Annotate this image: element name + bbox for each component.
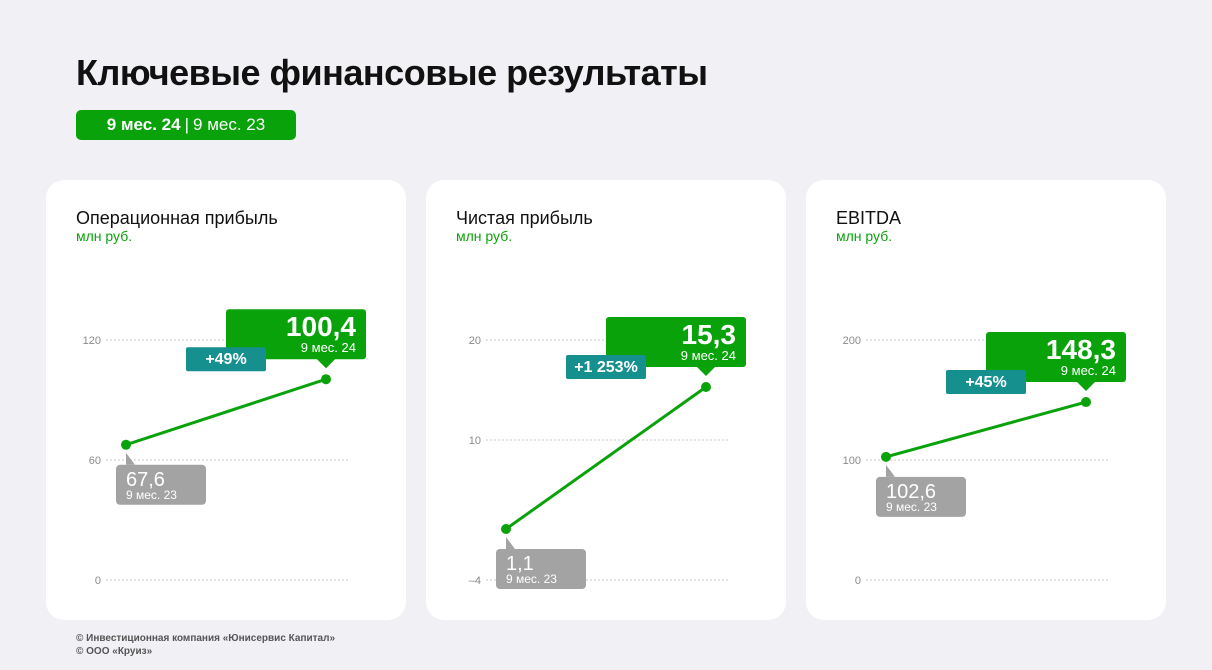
chart-svg: –4 10 20 1,19 мес. 23 15,39 мес. 24 +1 253% (469, 317, 746, 589)
current-period-label: 9 мес. 24 (681, 348, 736, 363)
copyright-line: © ООО «Круиз» (76, 646, 153, 657)
previous-value-callout (116, 464, 206, 505)
change-percent-label: +49% (205, 351, 246, 368)
chart-title: Операционная прибыль (76, 208, 278, 228)
previous-value-callout (876, 476, 966, 517)
series-line (125, 377, 327, 447)
chart-unit: млн руб. (836, 228, 893, 244)
previous-period-label: 9 мес. 23 (506, 572, 557, 586)
previous-period-label: 9 мес. 23 (126, 488, 177, 502)
y-tick-label: 0 (95, 575, 101, 587)
previous-value-callout (496, 549, 586, 589)
chart-svg: 0 60 120 67,69 мес. 23 100,49 мес. 24 +49% (83, 309, 366, 587)
y-tick-label: 0 (855, 575, 861, 587)
current-value-callout (606, 317, 746, 367)
previous-value-label: 102,6 (886, 481, 936, 503)
series-line (885, 400, 1087, 459)
change-percent-label: +45% (965, 374, 1006, 391)
current-value-label: 100,4 (286, 311, 356, 342)
current-period-label: 9 мес. 24 (301, 340, 356, 355)
chart-card-net-profit: Чистая прибыль млн руб. –4 10 20 1,1 9 мес. … (426, 180, 786, 620)
change-percent-label: +1 253% (574, 359, 638, 376)
current-value-callout (986, 332, 1126, 383)
previous-value-label: 67,6 (126, 469, 165, 491)
chart-title: EBITDA (836, 208, 902, 228)
previous-value-label: 1,1 (506, 553, 534, 575)
page-title: Ключевые финансовые результаты (76, 52, 708, 93)
period-legend-badge: 9 мес. 24 | 9 мес. 23 (76, 110, 296, 140)
copyright-line: © Инвестиционная компания «Юнисервис Кап… (76, 633, 336, 644)
data-point-previous (881, 451, 891, 462)
chart-card-operating-profit: Операционная прибыль млн руб. 0 60 120 67,6… (46, 180, 406, 620)
chart-unit: млн руб. (456, 228, 513, 244)
y-tick-label: –4 (469, 575, 481, 587)
previous-period-label: 9 мес. 23 (886, 500, 937, 514)
callout-pointer (886, 464, 895, 477)
period-previous-label: 9 мес. 23 (193, 115, 266, 134)
period-current-label: 9 мес. 24 (106, 115, 181, 134)
y-tick-label: 120 (83, 335, 101, 347)
footer-copyright: © Инвестиционная компания «Юнисервис Кап… (76, 632, 335, 658)
change-badge (946, 370, 1026, 395)
y-tick-label: 60 (89, 455, 101, 467)
callout-pointer (696, 366, 716, 376)
data-point-current (701, 382, 711, 392)
callout-pointer (126, 452, 135, 465)
series-line (505, 385, 707, 531)
data-point-previous (121, 439, 131, 450)
current-value-label: 148,3 (1046, 334, 1116, 365)
y-tick-label: 100 (843, 455, 861, 467)
current-value-callout (226, 309, 366, 360)
current-value-label: 15,3 (682, 319, 737, 350)
data-point-current (321, 374, 331, 385)
chart-unit: млн руб. (76, 228, 133, 244)
current-period-label: 9 мес. 24 (1061, 363, 1116, 378)
y-tick-label: 200 (843, 335, 861, 347)
chart-card-ebitda: EBITDA млн руб. 0 100 200 102,6 9 мес. 23 148… (806, 180, 1166, 620)
data-point-previous (501, 524, 511, 534)
chart-title: Чистая прибыль (456, 208, 593, 228)
change-badge (566, 355, 646, 379)
change-badge (186, 347, 266, 372)
callout-pointer (506, 537, 515, 549)
callout-pointer (316, 358, 336, 369)
period-separator: | (184, 115, 190, 134)
data-point-current (1081, 397, 1091, 408)
y-tick-label: 10 (469, 435, 481, 447)
chart-svg: 0 100 200 102,69 мес. 23 148,39 мес. 24 +45% (843, 332, 1126, 587)
callout-pointer (1076, 381, 1096, 392)
y-tick-label: 20 (469, 335, 481, 347)
